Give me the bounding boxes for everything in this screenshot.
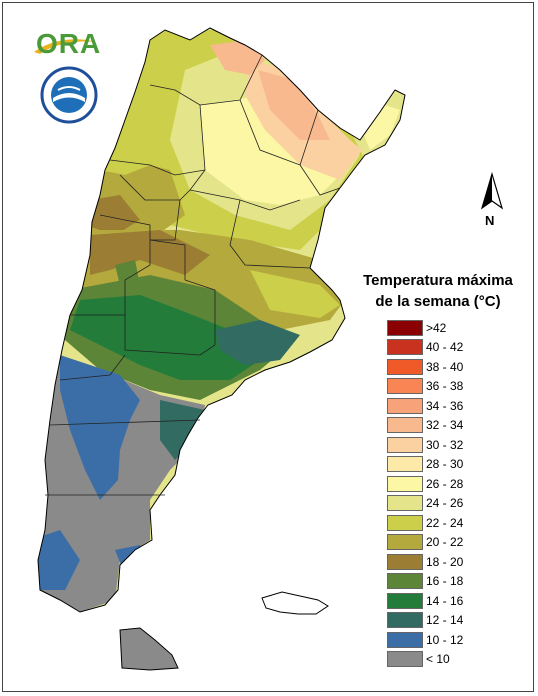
legend-label: < 10 <box>426 652 450 667</box>
ora-logo-swoosh <box>34 39 96 54</box>
legend-item: 30 - 32 <box>387 435 463 455</box>
smn-seal-icon <box>40 66 98 124</box>
legend-item: 18 - 20 <box>387 552 463 572</box>
legend-label: 36 - 38 <box>426 379 464 394</box>
legend-swatch <box>387 475 423 492</box>
legend-swatch <box>387 495 423 512</box>
legend-label: 28 - 30 <box>426 457 464 472</box>
legend-label: 30 - 32 <box>426 437 464 452</box>
legend-label: 40 - 42 <box>426 340 464 355</box>
legend-swatch <box>387 319 423 336</box>
legend-swatch <box>387 339 423 356</box>
legend-swatch <box>387 553 423 570</box>
legend-label: 26 - 28 <box>426 476 464 491</box>
legend-swatch <box>387 378 423 395</box>
legend-title-line1: Temperatura máxima <box>363 272 513 289</box>
legend-label: 16 - 18 <box>426 574 464 589</box>
legend-swatch <box>387 436 423 453</box>
legend-label: 18 - 20 <box>426 554 464 569</box>
legend-swatch <box>387 573 423 590</box>
legend-label: 24 - 26 <box>426 496 464 511</box>
legend-swatch <box>387 456 423 473</box>
legend-title: Temperatura máxima de la semana (°C) <box>340 270 536 312</box>
legend-label: 38 - 40 <box>426 359 464 374</box>
legend-item: 12 - 14 <box>387 611 463 631</box>
legend-swatch <box>387 631 423 648</box>
legend: >42 40 - 42 38 - 40 36 - 38 34 - 36 32 - 34 30… <box>387 318 463 669</box>
legend-item: >42 <box>387 318 463 338</box>
legend-swatch <box>387 514 423 531</box>
legend-swatch <box>387 417 423 434</box>
legend-label: 22 - 24 <box>426 515 464 530</box>
legend-item: 40 - 42 <box>387 338 463 358</box>
legend-label: 10 - 12 <box>426 632 464 647</box>
legend-item: 28 - 30 <box>387 455 463 475</box>
legend-label: >42 <box>426 320 447 335</box>
legend-swatch <box>387 358 423 375</box>
legend-item: 16 - 18 <box>387 572 463 592</box>
legend-item: 36 - 38 <box>387 377 463 397</box>
legend-label: 14 - 16 <box>426 593 464 608</box>
legend-item: 10 - 12 <box>387 630 463 650</box>
legend-swatch <box>387 397 423 414</box>
ora-logo: ORA <box>36 28 102 59</box>
legend-label: 20 - 22 <box>426 535 464 550</box>
north-label: N <box>485 213 495 228</box>
legend-item: 34 - 36 <box>387 396 463 416</box>
legend-item: 14 - 16 <box>387 591 463 611</box>
legend-item: 26 - 28 <box>387 474 463 494</box>
legend-title-line2: de la semana (°C) <box>375 293 501 310</box>
legend-item: 22 - 24 <box>387 513 463 533</box>
legend-label: 32 - 34 <box>426 418 464 433</box>
north-arrow-icon <box>480 172 504 210</box>
legend-item: 38 - 40 <box>387 357 463 377</box>
legend-swatch <box>387 534 423 551</box>
legend-label: 34 - 36 <box>426 398 464 413</box>
legend-item: 20 - 22 <box>387 533 463 553</box>
legend-item: 24 - 26 <box>387 494 463 514</box>
legend-swatch <box>387 612 423 629</box>
legend-swatch <box>387 592 423 609</box>
legend-swatch <box>387 651 423 668</box>
legend-item: < 10 <box>387 650 463 670</box>
legend-label: 12 - 14 <box>426 613 464 628</box>
legend-item: 32 - 34 <box>387 416 463 436</box>
